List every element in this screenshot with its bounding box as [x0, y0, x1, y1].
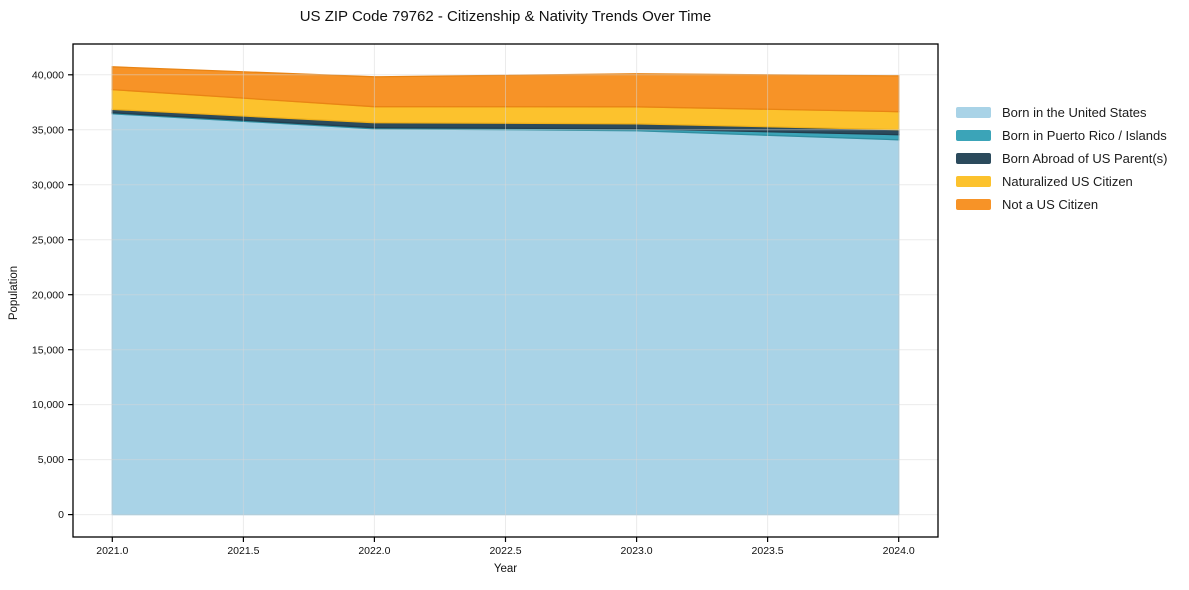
- x-tick-label: 2021.0: [96, 545, 128, 557]
- legend: Born in the United States Born in Puerto …: [956, 101, 1167, 216]
- y-tick-label: 35,000: [32, 124, 64, 136]
- legend-swatch: [956, 176, 991, 187]
- legend-label: Born Abroad of US Parent(s): [1002, 151, 1168, 166]
- x-axis-label: Year: [493, 563, 518, 575]
- legend-label: Not a US Citizen: [1002, 197, 1099, 212]
- y-tick-label: 20,000: [32, 289, 64, 301]
- legend-swatch: [956, 130, 991, 141]
- legend-label: Born in Puerto Rico / Islands: [1002, 128, 1167, 143]
- x-tick-label: 2023.5: [752, 545, 784, 557]
- legend-swatch: [956, 199, 991, 210]
- legend-swatch: [956, 153, 991, 164]
- y-tick-label: 30,000: [32, 179, 64, 191]
- x-tick-label: 2024.0: [883, 545, 915, 557]
- legend-swatch: [956, 107, 991, 118]
- legend-item: Born Abroad of US Parent(s): [956, 147, 1167, 170]
- y-tick-label: 25,000: [32, 234, 64, 246]
- y-tick-label: 10,000: [32, 399, 64, 411]
- y-tick-label: 5,000: [38, 454, 64, 466]
- legend-label: Naturalized US Citizen: [1002, 174, 1133, 189]
- legend-item: Born in Puerto Rico / Islands: [956, 124, 1167, 147]
- legend-item: Naturalized US Citizen: [956, 170, 1167, 193]
- y-tick-label: 15,000: [32, 344, 64, 356]
- y-tick-label: 40,000: [32, 69, 64, 81]
- legend-label: Born in the United States: [1002, 105, 1147, 120]
- x-tick-label: 2023.0: [621, 545, 653, 557]
- legend-item: Not a US Citizen: [956, 193, 1167, 216]
- chart-title: US ZIP Code 79762 - Citizenship & Nativi…: [299, 8, 712, 25]
- x-tick-label: 2022.0: [358, 545, 390, 557]
- y-tick-label: 0: [58, 509, 64, 521]
- x-tick-label: 2021.5: [227, 545, 259, 557]
- legend-item: Born in the United States: [956, 101, 1167, 124]
- x-tick-label: 2022.5: [489, 545, 521, 557]
